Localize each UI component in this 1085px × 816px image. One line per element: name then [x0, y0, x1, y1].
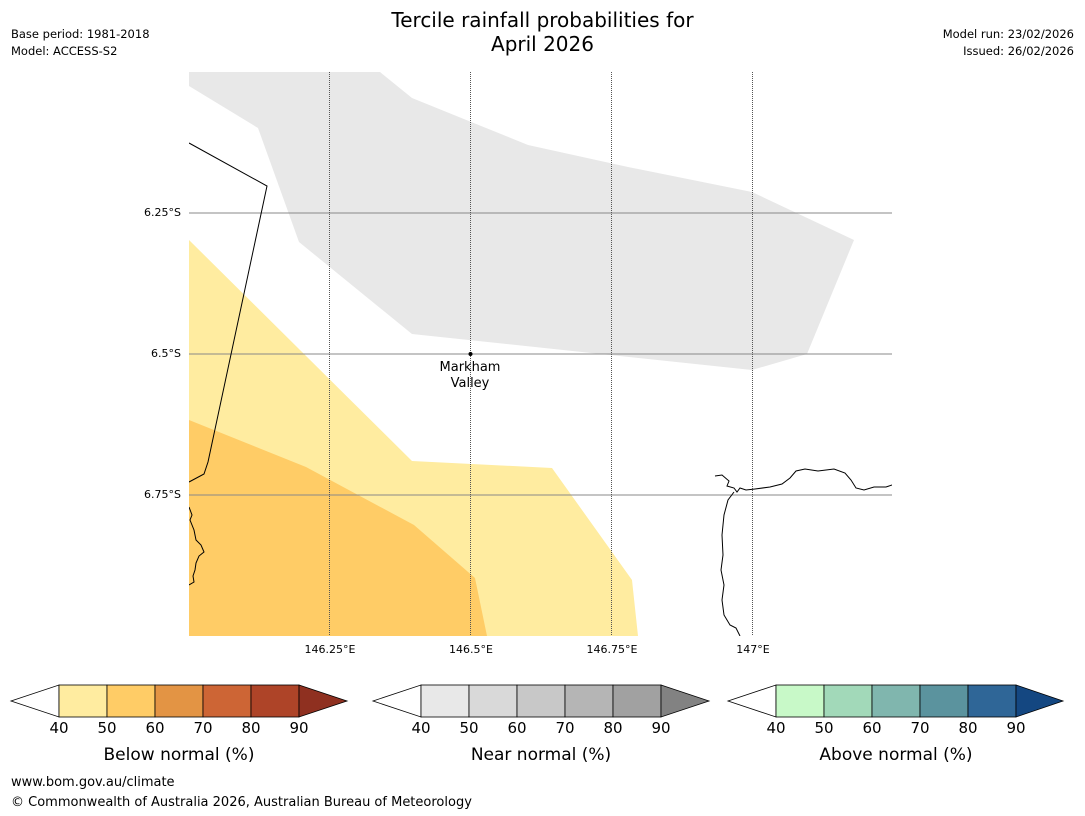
footer-copyright: © Commonwealth of Australia 2026, Austra… — [11, 795, 472, 810]
issued-text: Issued: 26/02/2026 — [963, 44, 1074, 58]
colorbar-below-tick-50: 50 — [97, 719, 117, 737]
lat-label-675: 6.75°S — [144, 488, 181, 501]
colorbar-near-tick-90: 90 — [651, 719, 671, 737]
colorbar-above-tick-40: 40 — [766, 719, 786, 737]
model-run-text: Model run: 23/02/2026 — [942, 27, 1074, 41]
place-label-line1: Markham — [439, 360, 501, 375]
colorbar-above-tick-50: 50 — [814, 719, 834, 737]
colorbar-below-tick-70: 70 — [193, 719, 213, 737]
lon-label-14625: 146.25°E — [304, 643, 356, 656]
place-label-markham-valley: Markham Valley — [425, 360, 515, 392]
colorbar-below-title: Below normal (%) — [103, 745, 255, 765]
colorbar-below-tick-40: 40 — [49, 719, 69, 737]
markham-valley-marker — [468, 352, 473, 356]
colorbar-near-tick-70: 70 — [555, 719, 575, 737]
model-text: Model: ACCESS-S2 — [11, 44, 118, 58]
east-coastline — [714, 468, 892, 493]
place-label-line2: Valley — [450, 376, 490, 391]
colorbar-near-title: Near normal (%) — [470, 745, 612, 765]
lon-label-1465: 146.5°E — [449, 643, 493, 656]
base-period-text: Base period: 1981-2018 — [11, 27, 150, 41]
colorbar-above-tick-80: 80 — [958, 719, 978, 737]
west-coastline — [189, 506, 205, 586]
colorbar-above-title: Above normal (%) — [819, 745, 973, 765]
map-title-line2: April 2026 — [491, 32, 594, 56]
colorbar-near-tick-50: 50 — [459, 719, 479, 737]
colorbar-above-tick-90: 90 — [1006, 719, 1026, 737]
lat-label-650: 6.5°S — [151, 347, 181, 360]
lat-label-625: 6.25°S — [144, 206, 181, 219]
lon-label-14675: 146.75°E — [586, 643, 638, 656]
colorbar-near-tick-40: 40 — [411, 719, 431, 737]
lon-label-147: 147°E — [736, 643, 770, 656]
district-boundary — [189, 142, 268, 483]
colorbar-below-tick-60: 60 — [145, 719, 165, 737]
colorbar-above-tick-60: 60 — [862, 719, 882, 737]
footer-url: www.bom.gov.au/climate — [11, 775, 175, 790]
colorbar-below-tick-80: 80 — [241, 719, 261, 737]
below-normal-50-region — [189, 420, 487, 636]
map-title-line1: Tercile rainfall probabilities for — [391, 8, 694, 32]
colorbar-above-tick-70: 70 — [910, 719, 930, 737]
colorbar-near-tick-60: 60 — [507, 719, 527, 737]
colorbar-near-tick-80: 80 — [603, 719, 623, 737]
map-title: Tercile rainfall probabilities for April… — [0, 8, 1085, 56]
peninsula-coastline — [720, 491, 741, 636]
near-normal-40-region — [189, 72, 854, 370]
colorbar-below-tick-90: 90 — [289, 719, 309, 737]
